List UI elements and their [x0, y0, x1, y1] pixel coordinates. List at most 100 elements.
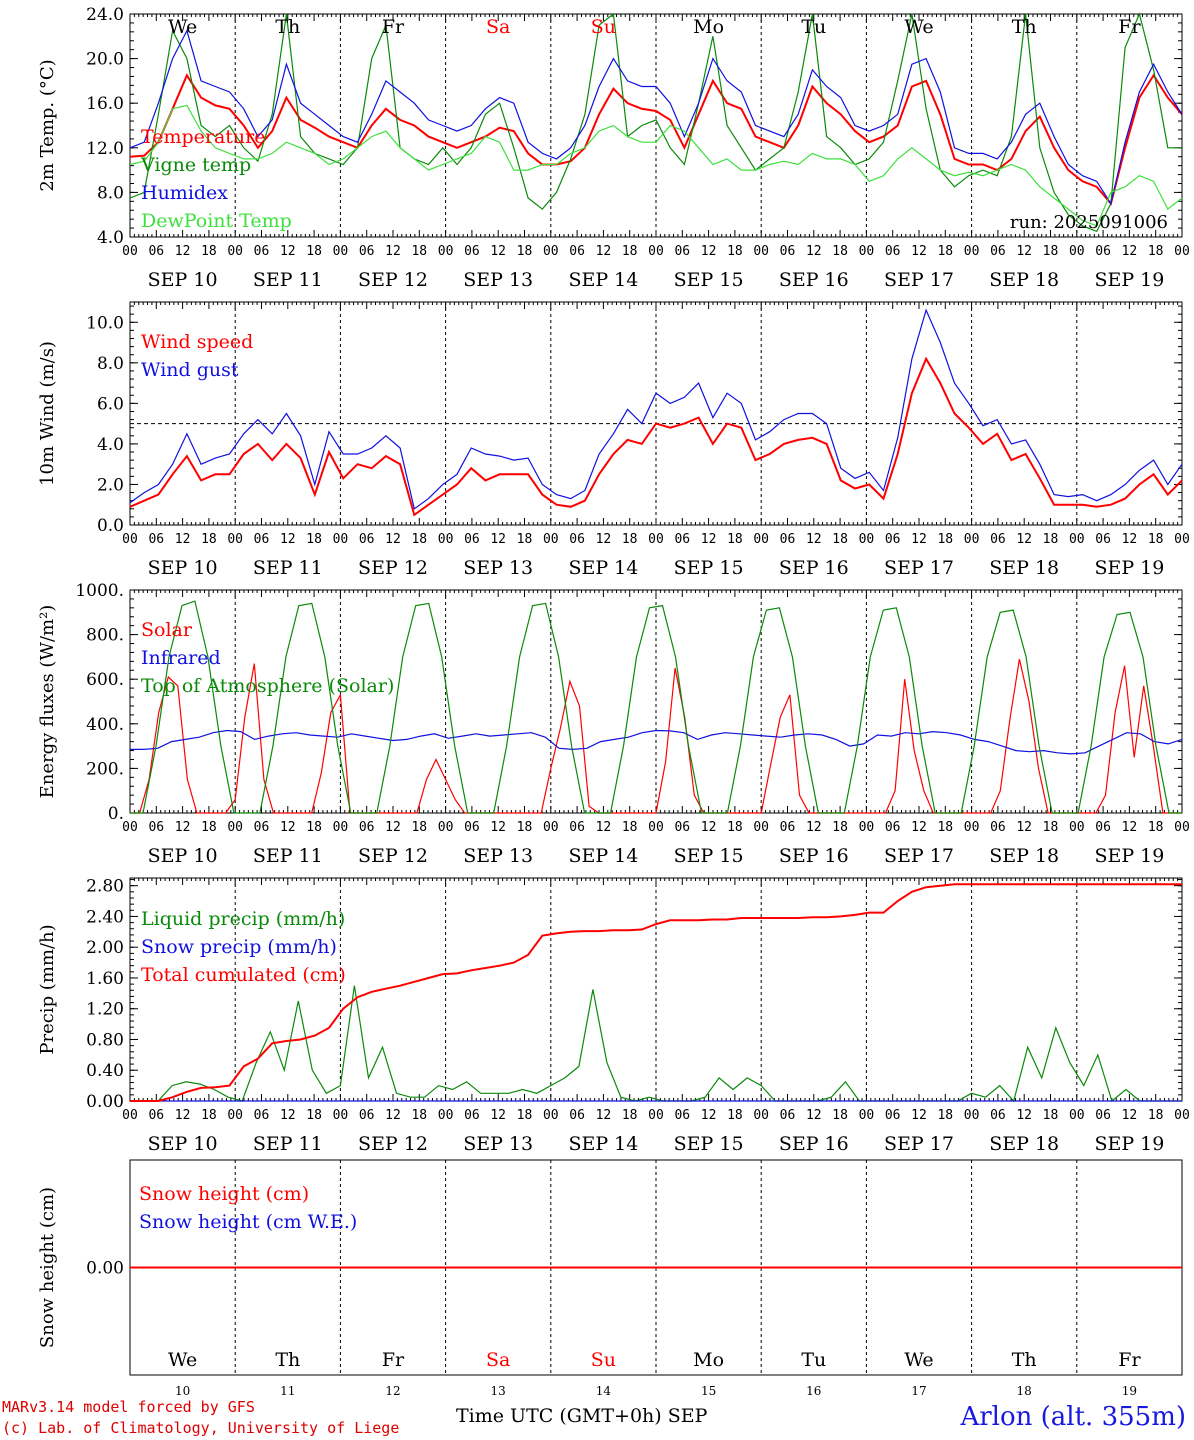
hour-label: 12: [596, 1108, 612, 1123]
hour-label: 18: [622, 820, 638, 835]
hour-label: 12: [1122, 244, 1138, 259]
hour-label: 12: [1122, 1108, 1138, 1123]
hour-label: 00: [438, 532, 454, 547]
y-axis-label: 10m Wind (m/s): [37, 341, 58, 486]
hour-label: 06: [148, 532, 164, 547]
hour-label: 18: [622, 532, 638, 547]
date-label: SEP 11: [253, 269, 323, 291]
day-number: 11: [280, 1384, 295, 1398]
hour-label: 12: [806, 820, 822, 835]
hour-label: 06: [885, 820, 901, 835]
hour-label: 12: [175, 244, 191, 259]
hour-label: 12: [1016, 1108, 1032, 1123]
y-tick-label: 20.0: [86, 50, 124, 70]
date-label: SEP 16: [779, 845, 849, 867]
hour-label: 12: [490, 1108, 506, 1123]
hour-label: 12: [596, 532, 612, 547]
lab-credit: (c) Lab. of Climatology, University of L…: [2, 1419, 400, 1437]
day-number: 12: [385, 1384, 400, 1398]
y-tick-label: 0.00: [86, 1259, 124, 1279]
hour-label: 18: [622, 1108, 638, 1123]
date-label: SEP 13: [463, 1133, 533, 1155]
hour-label: 00: [648, 244, 664, 259]
y-tick-label: 0.0: [97, 516, 124, 536]
hour-label: 12: [701, 244, 717, 259]
weekday-label: Th: [1012, 16, 1037, 38]
y-tick-label: 0.80: [86, 1030, 124, 1050]
hour-label: 12: [280, 820, 296, 835]
legend-entry: DewPoint Temp: [141, 210, 292, 232]
weekday-label: Th: [275, 16, 300, 38]
legend-entry: Vigne temp: [140, 154, 251, 176]
date-label: SEP 17: [884, 1133, 954, 1155]
y-tick-label: 2.00: [86, 938, 124, 958]
weekday-label: Su: [591, 1349, 616, 1371]
hour-label: 00: [964, 532, 980, 547]
hour-label: 06: [990, 532, 1006, 547]
legend-entry: Snow precip (mm/h): [141, 936, 337, 958]
weekday-label: We: [168, 1349, 197, 1371]
hour-label: 06: [569, 532, 585, 547]
series-line-temperature: [129, 73, 1183, 206]
time-axis-label: Time UTC (GMT+0h): [456, 1405, 662, 1427]
hour-label: 06: [674, 1108, 690, 1123]
hour-label: 06: [359, 532, 375, 547]
hour-label: 06: [464, 532, 480, 547]
hour-label: 06: [780, 532, 796, 547]
hour-label: 06: [464, 820, 480, 835]
day-number: 19: [1122, 1384, 1137, 1398]
panel-1: 4.0 8.0 12.0 16.0 20.0 24.0 2m Temp. (°C) Tempe…: [37, 5, 1190, 291]
y-tick-label: 8.0: [97, 354, 124, 374]
series-line-wind-speed: [129, 356, 1183, 517]
hour-label: 12: [280, 244, 296, 259]
series-line-solar: [130, 658, 1182, 814]
y-tick-label: 400.: [86, 715, 124, 735]
run-annotation: run: 2025091006: [1010, 212, 1168, 233]
hour-label: 00: [227, 1108, 243, 1123]
hour-label: 00: [964, 244, 980, 259]
hour-label: 12: [1016, 532, 1032, 547]
date-label: SEP 15: [674, 269, 744, 291]
date-label: SEP 14: [568, 845, 638, 867]
hour-label: 06: [885, 244, 901, 259]
legend-entry: Liquid precip (mm/h): [141, 908, 345, 930]
date-label: SEP 17: [884, 269, 954, 291]
weekday-label: Fr: [382, 1349, 405, 1371]
y-tick-label: 1.20: [86, 1000, 124, 1020]
hour-label: 18: [832, 244, 848, 259]
hour-label: 00: [122, 244, 138, 259]
weekday-label: We: [904, 1349, 933, 1371]
hour-label: 06: [254, 244, 270, 259]
y-tick-label: 200.: [86, 759, 124, 779]
hour-label: 06: [674, 244, 690, 259]
hour-label: 00: [859, 1108, 875, 1123]
hour-label: 06: [1095, 532, 1111, 547]
hour-label: 06: [885, 532, 901, 547]
weekday-label: Sa: [486, 16, 510, 38]
hour-label: 18: [1148, 820, 1164, 835]
hour-label: 18: [306, 820, 322, 835]
y-tick-label: 0.40: [86, 1061, 124, 1081]
hour-label: 00: [438, 820, 454, 835]
date-label: SEP 11: [253, 1133, 323, 1155]
hour-label: 00: [122, 532, 138, 547]
hour-label: 06: [464, 244, 480, 259]
series-line-total-cumulated-cm-: [130, 883, 1182, 1102]
hour-label: 00: [964, 820, 980, 835]
hour-label: 00: [859, 820, 875, 835]
date-label: SEP 13: [463, 557, 533, 579]
hour-label: 06: [359, 244, 375, 259]
hour-label: 00: [648, 532, 664, 547]
hour-label: 06: [780, 1108, 796, 1123]
hour-label: 18: [1148, 244, 1164, 259]
panel-5: 0.00 Snow height (cm) Snow height (cm) Snow…: [37, 1159, 1183, 1398]
legend-entry: Wind gust: [141, 359, 239, 381]
series-line-vigne-temp: [129, 12, 1182, 233]
hour-label: 00: [753, 244, 769, 259]
weekday-label: We: [904, 16, 933, 38]
date-label: SEP 15: [674, 845, 744, 867]
hour-label: 12: [385, 1108, 401, 1123]
day-number: 17: [911, 1384, 926, 1398]
hour-label: 06: [359, 820, 375, 835]
hour-label: 18: [517, 1108, 533, 1123]
